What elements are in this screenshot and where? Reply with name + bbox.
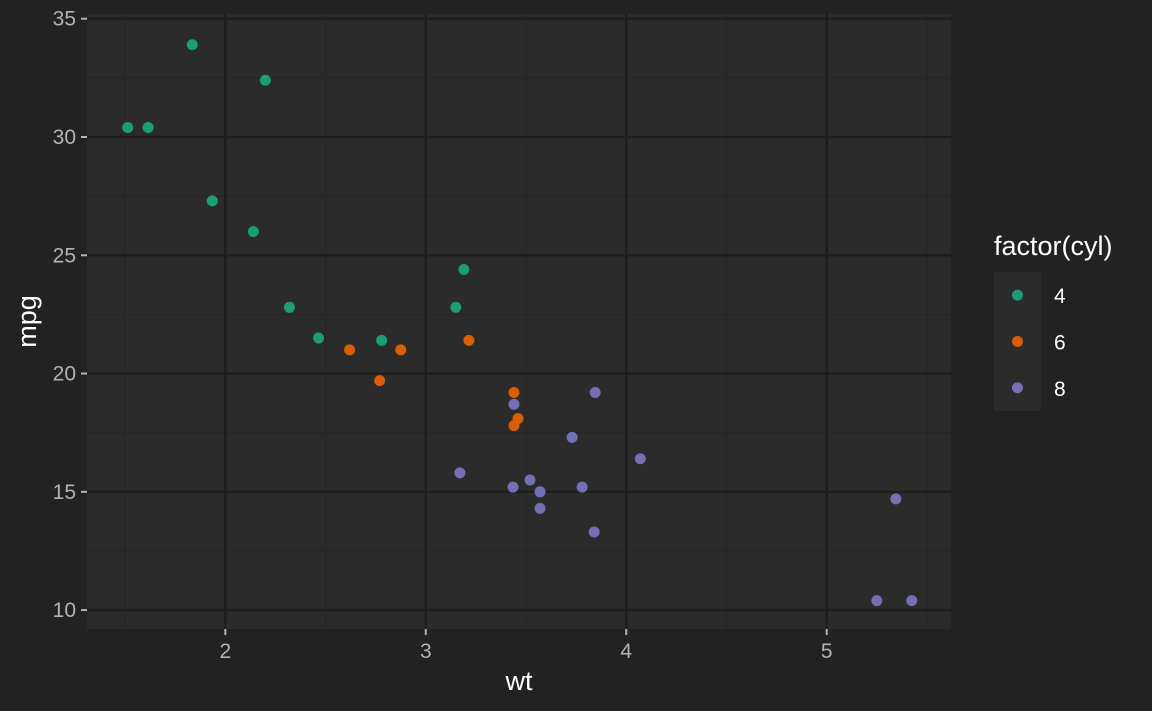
y-axis-title: mpg bbox=[12, 295, 42, 348]
data-point-cyl-4 bbox=[186, 39, 198, 51]
data-point-cyl-4 bbox=[450, 301, 462, 313]
data-point-cyl-4 bbox=[142, 122, 154, 134]
y-tick-label: 10 bbox=[53, 599, 76, 622]
data-point-cyl-8 bbox=[507, 481, 519, 493]
legend-label-4: 4 bbox=[1054, 285, 1066, 308]
legend-label-6: 6 bbox=[1054, 331, 1066, 354]
data-point-cyl-8 bbox=[534, 502, 546, 514]
data-point-cyl-8 bbox=[576, 481, 588, 493]
data-point-cyl-6 bbox=[463, 334, 475, 346]
data-point-cyl-8 bbox=[454, 467, 466, 479]
data-point-cyl-8 bbox=[566, 431, 578, 443]
data-point-cyl-4 bbox=[206, 195, 218, 207]
legend-key-8 bbox=[1012, 382, 1023, 394]
data-point-cyl-4 bbox=[313, 332, 325, 344]
data-point-cyl-6 bbox=[344, 344, 356, 356]
data-point-cyl-8 bbox=[906, 595, 918, 607]
y-tick-label: 20 bbox=[53, 363, 76, 386]
data-point-cyl-4 bbox=[259, 74, 271, 86]
data-point-cyl-8 bbox=[508, 398, 520, 410]
x-axis-title: wt bbox=[505, 666, 533, 696]
x-tick-label: 5 bbox=[821, 640, 833, 663]
data-point-cyl-4 bbox=[247, 226, 259, 238]
data-point-cyl-6 bbox=[395, 344, 407, 356]
data-point-cyl-8 bbox=[634, 453, 646, 465]
legend-label-8: 8 bbox=[1054, 378, 1066, 401]
data-point-cyl-8 bbox=[534, 486, 546, 498]
y-tick-label: 35 bbox=[53, 8, 76, 31]
data-point-cyl-4 bbox=[283, 301, 295, 313]
minor-grid bbox=[87, 14, 951, 629]
x-axis: 2 3 4 5 bbox=[219, 629, 833, 663]
data-point-cyl-8 bbox=[588, 526, 600, 538]
legend-items: 4 6 8 bbox=[1012, 285, 1066, 401]
data-point-cyl-4 bbox=[122, 122, 134, 134]
data-point-cyl-6 bbox=[512, 412, 524, 424]
x-tick-label: 4 bbox=[620, 640, 632, 663]
data-point-cyl-8 bbox=[871, 595, 883, 607]
data-point-cyl-6 bbox=[508, 386, 520, 398]
legend-key-6 bbox=[1012, 335, 1023, 347]
legend-title: factor(cyl) bbox=[994, 231, 1113, 261]
major-grid bbox=[87, 14, 951, 629]
legend: factor(cyl) 4 6 8 bbox=[994, 231, 1113, 411]
data-point-cyl-8 bbox=[524, 474, 536, 486]
y-tick-label: 15 bbox=[53, 481, 76, 504]
y-axis: 10 15 20 25 30 35 bbox=[53, 8, 87, 622]
data-point-cyl-8 bbox=[589, 386, 601, 398]
y-tick-label: 25 bbox=[53, 244, 76, 267]
data-point-cyl-4 bbox=[458, 263, 470, 275]
data-point-cyl-8 bbox=[890, 493, 902, 505]
data-point-cyl-6 bbox=[374, 375, 386, 387]
data-points bbox=[122, 39, 918, 607]
x-tick-label: 2 bbox=[219, 640, 231, 663]
x-tick-label: 3 bbox=[420, 640, 432, 663]
plot-panel bbox=[87, 14, 951, 629]
data-point-cyl-4 bbox=[376, 334, 388, 346]
legend-key-4 bbox=[1012, 289, 1023, 301]
y-tick-label: 30 bbox=[53, 126, 76, 149]
